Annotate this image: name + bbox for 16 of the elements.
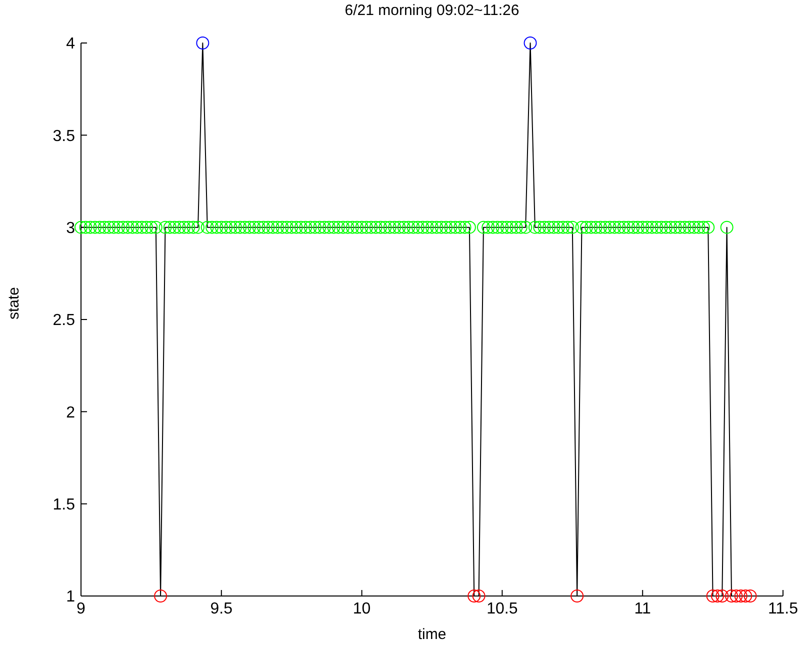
x-tick-label: 10 [352,600,371,618]
x-tick-label: 11 [634,600,652,618]
x-tick-label: 9 [76,600,86,618]
x-tick-label: 10.5 [486,600,518,618]
y-tick-label: 4 [66,36,76,53]
x-axis-title: time [418,626,446,643]
x-tick-label: 9.5 [210,600,233,618]
x-tick-label: 11.5 [768,600,798,618]
y-tick-label: 3.5 [52,128,76,145]
y-tick-label: 1.5 [52,496,76,514]
y-tick-label: 3 [66,220,76,238]
y-tick-label: 2.5 [52,312,76,330]
chart-title: 6/21 morning 09:02~11:26 [344,2,520,19]
y-axis-title: state [5,286,22,320]
y-tick-label: 1 [66,588,76,606]
y-tick-label: 2 [66,404,76,422]
